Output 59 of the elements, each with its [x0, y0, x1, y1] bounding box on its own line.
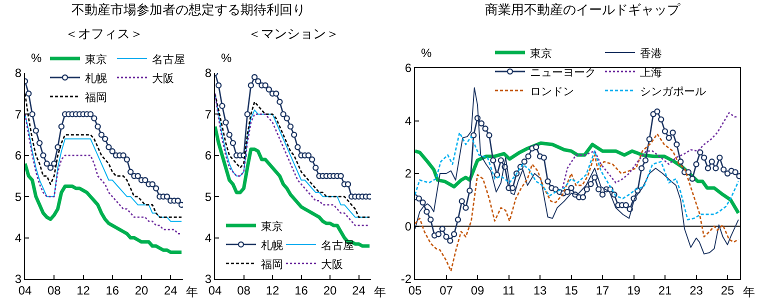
legend-label: 福岡 [85, 90, 107, 104]
x-tick-label: 08 [47, 283, 62, 298]
x-axis-title: 年 [743, 285, 755, 299]
x-tick-label: 24 [352, 283, 366, 298]
y-tick-label: 4 [204, 231, 212, 245]
y-tick-label: 8 [204, 66, 212, 80]
x-axis-title: 年 [186, 285, 198, 299]
x-tick-label: 19 [627, 283, 641, 298]
legend-label: 札幌 [85, 72, 107, 85]
x-tick-label: 16 [106, 283, 120, 298]
legend-label: 名古屋 [152, 52, 185, 66]
y-tick-label: 6 [204, 148, 212, 163]
legend-label: 福岡 [261, 258, 283, 271]
legend-label: 東京 [85, 52, 107, 66]
y-tick-label: 8 [14, 66, 22, 80]
y-tick-label: 6 [404, 61, 412, 76]
x-tick-label: 17 [596, 283, 610, 298]
x-tick-label: 20 [134, 283, 148, 298]
x-tick-label: 21 [658, 283, 672, 298]
x-tick-label: 23 [690, 283, 704, 298]
chart-title: 商業用不動産のイールドギャップ [485, 2, 682, 18]
y-tick-label: 5 [204, 190, 212, 204]
y-tick-label: 4 [14, 231, 22, 245]
legend-label: 大阪 [152, 72, 174, 85]
y-axis-title: % [221, 51, 232, 65]
legend-label: ロンドン [530, 86, 574, 98]
chart-subtitle: ＜マンション＞ [248, 26, 339, 41]
x-tick-label: 15 [564, 283, 578, 298]
x-tick-label: 16 [294, 283, 308, 298]
x-tick-label: 13 [533, 283, 547, 298]
y-tick-label: 2 [404, 166, 412, 181]
legend-label: ニューヨーク [530, 66, 596, 79]
y-axis-title: % [31, 51, 42, 65]
x-tick-label: 20 [323, 283, 338, 298]
legend-label: 東京 [261, 220, 283, 233]
x-tick-label: 12 [76, 283, 90, 298]
legend-label: 大阪 [321, 258, 343, 271]
legend-label: 札幌 [261, 238, 283, 252]
y-tick-label: 0 [404, 219, 412, 234]
y-tick-label: 4 [404, 114, 412, 128]
x-tick-label: 24 [164, 283, 178, 298]
chart-title: 不動産市場参加者の想定する期待利回り [72, 2, 306, 18]
legend-label: シンガポール [640, 86, 706, 98]
y-tick-label: 7 [14, 107, 22, 122]
y-axis-title: % [421, 46, 432, 60]
x-tick-label: 07 [440, 283, 454, 298]
chart-subtitle: ＜オフィス＞ [65, 26, 143, 41]
legend-label: 名古屋 [321, 238, 354, 252]
x-tick-label: 08 [237, 283, 251, 298]
legend-label: 香港 [640, 46, 662, 60]
x-tick-label: 09 [470, 283, 484, 298]
x-tick-label: 12 [266, 283, 280, 298]
y-tick-label: 6 [14, 148, 22, 163]
y-tick-label: 5 [14, 190, 22, 204]
y-tick-label: 7 [204, 107, 212, 122]
legend-label: 東京 [530, 46, 552, 60]
x-tick-label: 11 [502, 283, 516, 298]
x-axis-title: 年 [374, 285, 386, 299]
x-tick-label: 25 [720, 283, 734, 298]
